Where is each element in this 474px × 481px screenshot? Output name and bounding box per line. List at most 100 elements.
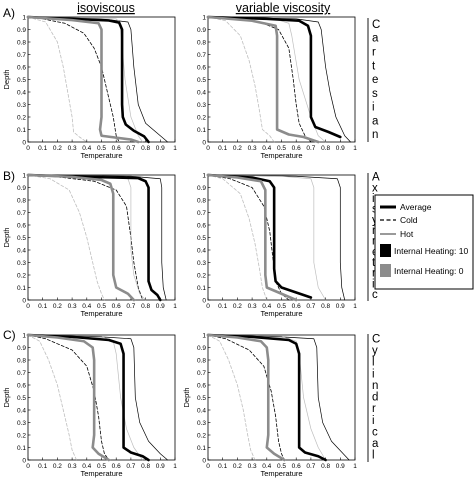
y-tick-label: 0.1 [17, 127, 26, 134]
y-tick-label: 0.3 [17, 102, 26, 109]
x-tick-label: 0.8 [321, 145, 330, 152]
x-tick-label: 0.6 [112, 145, 121, 152]
x-tick-label: 0.2 [233, 145, 242, 152]
legend-label-cold: Cold [400, 215, 418, 225]
x-tick-label: 0.8 [141, 303, 150, 310]
y-tick-label: 0.4 [17, 407, 26, 414]
legend-label-ih0: Internal Heating: 0 [394, 266, 464, 276]
y-tick-label: 0.2 [17, 432, 26, 439]
y-tick-label: 0.9 [17, 185, 26, 192]
geometry-letter: e [372, 74, 378, 86]
series-cold-ih0 [207, 334, 256, 461]
x-tick-label: 0.2 [53, 145, 62, 152]
y-tick-label: 0.4 [197, 407, 206, 414]
x-tick-label: 0 [206, 145, 210, 152]
legend-label-average: Average [400, 202, 432, 212]
plot-frame [27, 174, 176, 301]
x-tick-label: 0.8 [141, 463, 150, 470]
y-tick-label: 0.5 [197, 235, 206, 242]
row-label-c: C) [3, 328, 16, 342]
y-tick-label: 0.3 [197, 420, 206, 427]
series-average-ih10 [206, 333, 327, 462]
legend-swatch-ih10 [380, 244, 391, 257]
legend-swatch-ih0 [380, 264, 391, 277]
geometry-letter: s [372, 88, 378, 100]
x-tick-label: 0.9 [336, 303, 345, 310]
geometry-letter: i [372, 415, 375, 427]
y-tick-label: 0.7 [197, 52, 206, 59]
x-tick-label: 0.6 [292, 145, 301, 152]
x-tick-label: 0.7 [126, 463, 135, 470]
x-tick-label: 0.3 [248, 145, 257, 152]
x-tick-label: 0.9 [336, 463, 345, 470]
x-tick-label: 0 [206, 303, 210, 310]
x-tick-label: 0.1 [218, 463, 227, 470]
panels: 0 0.1 0.2 0.3 0.4 0.5 0.6 0.7 0.8 0.9 1 0 0.1 0.2 0.3 0… [2, 14, 357, 478]
x-tick-label: 1 [173, 303, 177, 310]
panel-2-0: 0 0.1 0.2 0.3 0.4 0.5 0.6 0.7 0.8 0.9 1 0 0.1 0.2 0.3 0… [2, 332, 177, 478]
geometry-letter: a [372, 438, 379, 450]
y-tick-label: 0.9 [17, 27, 26, 34]
geometry-letter: r [372, 403, 376, 415]
y-tick-label: 1 [22, 332, 26, 339]
y-tick-label: 0.4 [197, 89, 206, 96]
y-tick-label: 0.6 [197, 382, 206, 389]
x-tick-label: 0.5 [277, 463, 286, 470]
x-axis-label: Temperature [260, 151, 302, 160]
series-cold-ih0 [27, 334, 77, 461]
x-tick-label: 0 [26, 463, 30, 470]
legend-label-ih10: Internal Heating: 10 [394, 246, 468, 256]
series-hot-ih10 [27, 334, 168, 461]
y-tick-label: 1 [202, 14, 206, 21]
x-tick-label: 0.8 [321, 303, 330, 310]
geometry-letter: t [372, 60, 376, 72]
geometry-letter: c [372, 289, 378, 301]
row-label-b: B) [3, 169, 15, 183]
y-tick-label: 0.9 [197, 185, 206, 192]
y-tick-label: 1 [22, 172, 26, 179]
series-hot-ih10 [207, 16, 351, 143]
x-axis-label: Temperature [260, 309, 302, 318]
geometry-letter: l [372, 357, 375, 369]
geometry-letter: l [372, 450, 375, 462]
panel-1-0: 0 0.1 0.2 0.3 0.4 0.5 0.6 0.7 0.8 0.9 1 0 0.1 0.2 0.3 0… [2, 172, 177, 318]
y-axis-label: Depth [182, 387, 191, 407]
column-title-isoviscous: isoviscous [77, 1, 135, 15]
geometry-letter: r [372, 268, 376, 280]
geometry-letter: d [372, 392, 378, 404]
x-tick-label: 0.1 [218, 303, 227, 310]
y-tick-label: 1 [202, 172, 206, 179]
y-tick-label: 0.1 [197, 127, 206, 134]
y-tick-label: 0.2 [197, 114, 206, 121]
series-average-ih0 [206, 15, 320, 144]
x-tick-label: 0.3 [68, 145, 77, 152]
x-axis-label: Temperature [80, 309, 122, 318]
column-title-variable-viscosity: variable viscosity [236, 1, 331, 15]
geometry-letter: i [372, 193, 375, 205]
y-tick-label: 0.2 [17, 114, 26, 121]
geometry-letter: i [372, 368, 375, 380]
y-tick-label: 0.6 [17, 64, 26, 71]
x-tick-label: 0.5 [277, 303, 286, 310]
y-tick-label: 0.1 [17, 445, 26, 452]
y-tick-label: 0.5 [17, 235, 26, 242]
x-tick-label: 0.7 [126, 303, 135, 310]
x-axis-label: Temperature [80, 469, 122, 478]
x-tick-label: 0.6 [292, 303, 301, 310]
series-average-ih10 [26, 15, 150, 144]
y-tick-label: 0 [202, 139, 206, 146]
x-tick-label: 0.3 [68, 463, 77, 470]
series-cold-ih10 [207, 334, 285, 461]
x-tick-label: 0.9 [156, 303, 165, 310]
series-cold-ih0 [207, 16, 275, 143]
x-tick-label: 0.9 [156, 145, 165, 152]
y-tick-label: 0.6 [17, 222, 26, 229]
x-tick-label: 0.5 [97, 303, 106, 310]
geometry-letter: C [372, 19, 380, 31]
x-tick-label: 0.4 [82, 145, 91, 152]
series-hot-ih0 [207, 174, 326, 301]
y-tick-label: 0.8 [17, 39, 26, 46]
